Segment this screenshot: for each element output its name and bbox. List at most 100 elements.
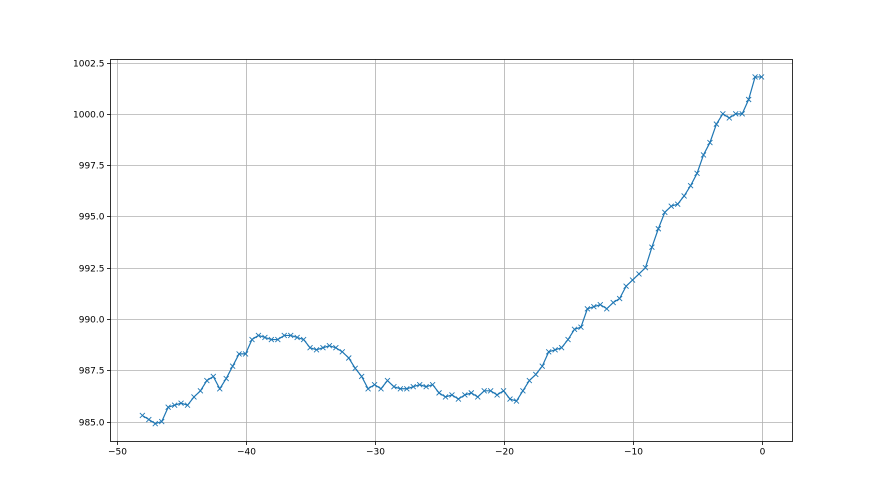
data-point-marker xyxy=(468,390,475,396)
data-point-marker xyxy=(333,344,339,351)
data-point-marker xyxy=(378,385,384,392)
data-point-marker xyxy=(713,121,720,127)
data-point-marker xyxy=(700,152,707,158)
data-point-marker xyxy=(668,203,675,210)
data-point-marker xyxy=(307,344,313,351)
data-point-marker xyxy=(487,388,494,394)
x-tick-label: −40 xyxy=(237,448,256,458)
data-point-marker xyxy=(139,412,146,419)
data-point-marker xyxy=(603,305,610,312)
data-point-marker xyxy=(649,244,655,251)
data-point-marker xyxy=(610,299,617,306)
y-tick-label: 992.5 xyxy=(79,265,105,275)
data-point-marker xyxy=(384,377,391,384)
data-point-marker xyxy=(403,385,410,392)
data-point-marker xyxy=(358,373,365,380)
data-point-marker xyxy=(661,209,668,216)
data-point-marker xyxy=(629,277,636,283)
data-point-marker xyxy=(242,351,249,357)
data-point-marker xyxy=(597,301,604,308)
data-point-marker xyxy=(642,264,649,271)
data-point-marker xyxy=(158,418,165,425)
data-point-marker xyxy=(210,373,217,380)
data-point-marker xyxy=(462,392,468,398)
y-tick-label: 997.5 xyxy=(79,162,105,172)
data-point-marker xyxy=(178,400,184,406)
data-point-marker xyxy=(171,402,178,409)
data-point-marker xyxy=(571,326,578,333)
data-point-marker xyxy=(494,392,500,398)
data-point-marker xyxy=(655,225,662,232)
data-point-marker xyxy=(294,334,300,341)
data-point-marker xyxy=(300,336,307,343)
data-point-marker xyxy=(545,349,552,355)
grid xyxy=(110,59,793,442)
data-point-marker xyxy=(165,404,171,411)
data-point-marker xyxy=(204,377,210,384)
data-point-marker xyxy=(345,355,352,361)
data-point-marker xyxy=(442,394,449,400)
data-point-marker xyxy=(474,394,481,400)
data-point-marker xyxy=(287,332,294,339)
data-point-marker xyxy=(255,332,262,339)
data-point-marker xyxy=(281,332,288,339)
data-point-marker xyxy=(184,402,191,409)
data-point-marker xyxy=(326,342,333,349)
data-point-marker xyxy=(526,377,533,384)
x-tick-label: −30 xyxy=(366,448,385,458)
data-point-marker xyxy=(532,371,539,378)
data-point-marker xyxy=(739,111,746,117)
x-tick-label: −50 xyxy=(108,448,127,458)
axes-frame xyxy=(110,59,793,442)
data-point-marker xyxy=(455,396,462,402)
data-point-marker xyxy=(449,392,455,398)
data-point-marker xyxy=(410,383,417,390)
data-point-marker xyxy=(249,336,255,343)
data-point-marker xyxy=(513,398,520,404)
data-point-marker xyxy=(365,385,371,392)
data-point-marker xyxy=(584,305,591,312)
data-point-marker xyxy=(500,388,507,394)
x-tick-label: 0 xyxy=(760,448,766,458)
x-tick-label: −10 xyxy=(624,448,643,458)
data-point-marker xyxy=(758,74,765,80)
data-point-marker xyxy=(752,74,758,80)
data-point-marker xyxy=(591,303,597,310)
x-tick-label: −20 xyxy=(495,448,514,458)
y-tick-label: 1002.5 xyxy=(73,60,105,70)
data-point-marker xyxy=(726,115,733,121)
data-point-marker xyxy=(423,383,429,390)
data-point-marker xyxy=(694,170,700,177)
data-point-marker xyxy=(197,388,204,394)
data-point-marker xyxy=(416,381,423,388)
data-point-marker xyxy=(352,365,359,372)
y-tick-label: 995.0 xyxy=(79,213,105,223)
data-point-marker xyxy=(274,336,281,343)
ticks: −50 −40 −30 −20 −10 0 985.0 987.5 990.0 992.5 995.… xyxy=(73,60,766,458)
data-point-marker xyxy=(436,390,442,396)
data-point-marker xyxy=(558,344,565,351)
series-line xyxy=(142,76,762,425)
data-point-marker xyxy=(191,394,197,400)
data-point-marker xyxy=(720,111,726,117)
y-tick-label: 990.0 xyxy=(79,316,105,326)
data-point-marker xyxy=(262,334,268,341)
data-point-marker xyxy=(507,396,513,402)
series xyxy=(139,74,765,427)
data-point-marker xyxy=(616,295,623,302)
data-point-marker xyxy=(745,96,752,103)
data-point-marker xyxy=(623,283,629,290)
data-point-marker xyxy=(320,344,326,351)
data-point-marker xyxy=(216,385,223,392)
data-point-marker xyxy=(152,420,159,427)
data-point-marker xyxy=(687,182,694,189)
data-point-marker xyxy=(391,383,397,390)
data-point-marker xyxy=(339,349,346,355)
data-point-marker xyxy=(681,193,687,199)
y-tick-label: 985.0 xyxy=(79,419,105,429)
data-point-marker xyxy=(313,346,320,353)
data-point-marker xyxy=(565,336,571,343)
data-point-marker xyxy=(145,416,152,423)
data-point-marker xyxy=(236,351,242,357)
